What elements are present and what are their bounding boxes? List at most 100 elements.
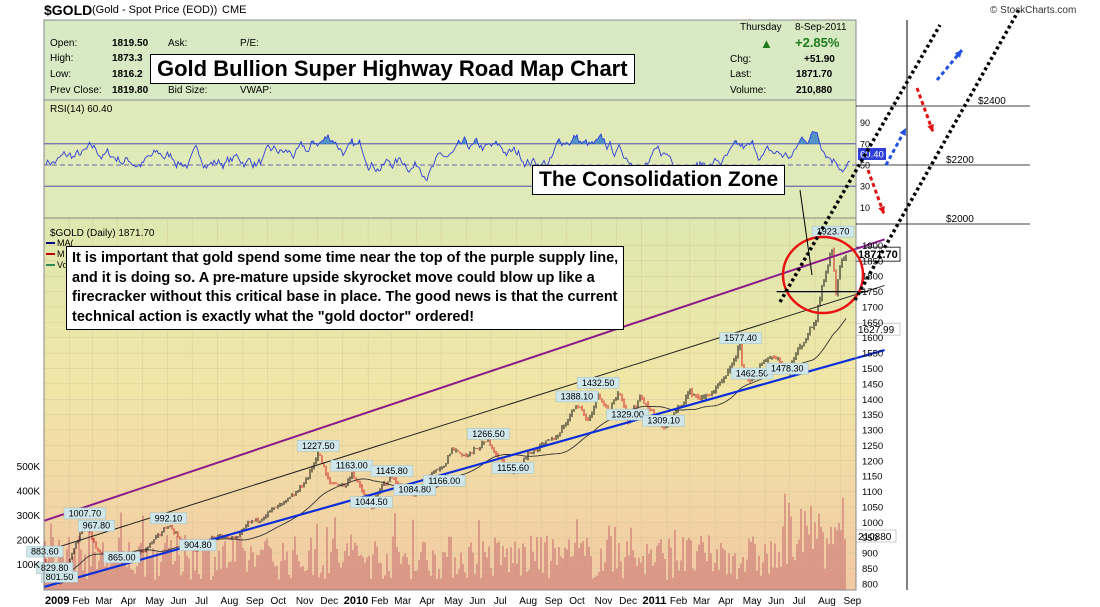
x-tick-label: Apr [419,596,435,607]
price-callout-bg [577,377,620,389]
price-tick-label: 850 [862,564,878,575]
volume-tick-label: 400K [17,487,41,498]
high-label: High: [50,53,74,64]
price-callout: 1432.50 [582,378,615,388]
quote-day: Thursday [740,22,782,33]
price-tick-label: 1700 [862,302,883,313]
ma-last-tag: 1627.99 [858,325,895,336]
commentary-box: It is important that gold spend some tim… [66,246,625,330]
price-callout: 1163.00 [336,461,368,471]
commentary-line-2: and it is doing so. A pre-mature upside … [72,269,595,286]
x-tick-label: Sep [246,596,264,607]
price-callout: 1166.00 [428,476,460,486]
x-tick-label: May [444,596,463,607]
price-series-label: $GOLD (Daily) 1871.70 [50,228,155,239]
rsi-panel-bg [44,100,856,218]
volume-label: Volume: [730,85,767,96]
price-tick-label: 1550 [862,349,883,360]
price-callout: 1145.80 [376,466,408,476]
volume-last-tag: 210880 [858,532,892,543]
chg-value: +51.90 [804,54,835,65]
x-tick-label: Aug [519,596,537,607]
x-tick-label: May [743,596,762,607]
rsi-label: RSI(14) 60.40 [50,104,113,115]
x-tick-label: Dec [320,596,338,607]
chart-frame [43,19,857,591]
x-tick-label: Sep [545,596,563,607]
target-label: $2400 [978,96,1006,107]
purple-supply-line [43,238,885,522]
price-callout-bg [393,483,436,496]
mid-channel-line [43,284,885,553]
rsi-tick-label: 10 [860,203,870,213]
price-callout-bg [555,390,599,403]
down-arrow-icon [915,87,935,133]
price-tick-label: 1350 [862,410,883,421]
chg-label: Chg: [730,54,752,65]
price-callout-bg [77,519,115,532]
axes: 2009 Feb Mar Apr May Jun Jul Aug Sep Oct Nov Dec 201… [17,19,908,607]
price-tick-label: 1150 [862,472,882,483]
volume-value: 210,880 [796,85,833,96]
projection-line-lower [853,7,1022,301]
bid-size-label: Bid Size: [168,85,208,96]
price-tick-label: 1850 [862,256,883,267]
price-callout: 904.80 [184,540,212,550]
x-tick-label: Jun [171,596,187,607]
price-tick-label: 1900 [862,241,883,252]
price-callout: 883.60 [31,547,59,557]
last-label: Last: [730,69,752,80]
legend-entry: MA( [57,238,74,248]
price-callout: 1044.50 [355,497,388,507]
price-tick-label: 1750 [862,287,883,298]
down-arrow-icon-head [878,206,885,214]
x-tick-label: Oct [270,596,286,607]
x-tick-label: Jul [494,596,507,607]
x-tick-label: May [145,596,164,607]
price-tick-label: 900 [862,549,878,560]
price-callout-bg [423,475,466,487]
x-tick-label: Apr [718,596,734,607]
price-callout: 1309.10 [647,416,680,426]
exchange: CME [222,4,247,16]
rsi-panel: 90 70 50 30 10 RSI(14) 60.40 60.40 [44,104,886,213]
price-callout: 1462.50 [736,369,769,379]
price-callout: 1266.50 [472,429,505,439]
price-callout-bg [350,496,393,508]
ticker-description: (Gold - Spot Price (EOD)) [92,4,218,16]
price-callout: 1227.50 [302,441,335,451]
rsi-tick-label: 30 [860,182,870,192]
main-title: Gold Bullion Super Highway Road Map Char… [150,54,635,84]
volume-tick-label: 500K [17,462,41,473]
commentary-line-3: firecracker without this critical base i… [72,289,618,305]
price-tick-label: 1000 [862,518,883,529]
price-tick-label: 1100 [862,487,882,498]
price-callout: 1155.60 [497,463,529,473]
price-callout-bg [63,507,107,520]
price-callout: 1084.80 [399,485,432,495]
target-label: $2200 [946,155,974,166]
rsi-tick-label: 90 [860,118,870,128]
rsi-last-tag: 60.40 [860,149,884,160]
price-callout-bg [149,512,187,525]
x-tick-label: Feb [670,596,688,607]
price-callout: 1577.40 [724,333,757,343]
up-triangle-icon: ▲ [760,36,773,51]
high-value: 1873.3 [112,53,143,64]
x-tick-label: Nov [595,596,613,607]
price-callout: 1007.70 [69,508,102,518]
price-tick-label: 1500 [862,364,883,375]
price-callout-bg [606,408,649,421]
x-tick-label: Aug [818,596,836,607]
quote-date: 8-Sep-2011 [795,22,847,33]
ticker: $GOLD [44,2,93,18]
price-tick-label: 1600 [862,333,883,344]
volume-tick-label: 300K [17,511,41,522]
low-label: Low: [50,69,72,80]
price-callout: 1329.00 [611,410,644,420]
volume-tick-label: 100K [17,560,41,571]
x-tick-label: 2010 [344,595,368,607]
commentary-line-4: technical action is exactly what the "go… [72,308,475,325]
price-tick-label: 1400 [862,395,883,406]
pe-label: P/E: [240,38,259,49]
